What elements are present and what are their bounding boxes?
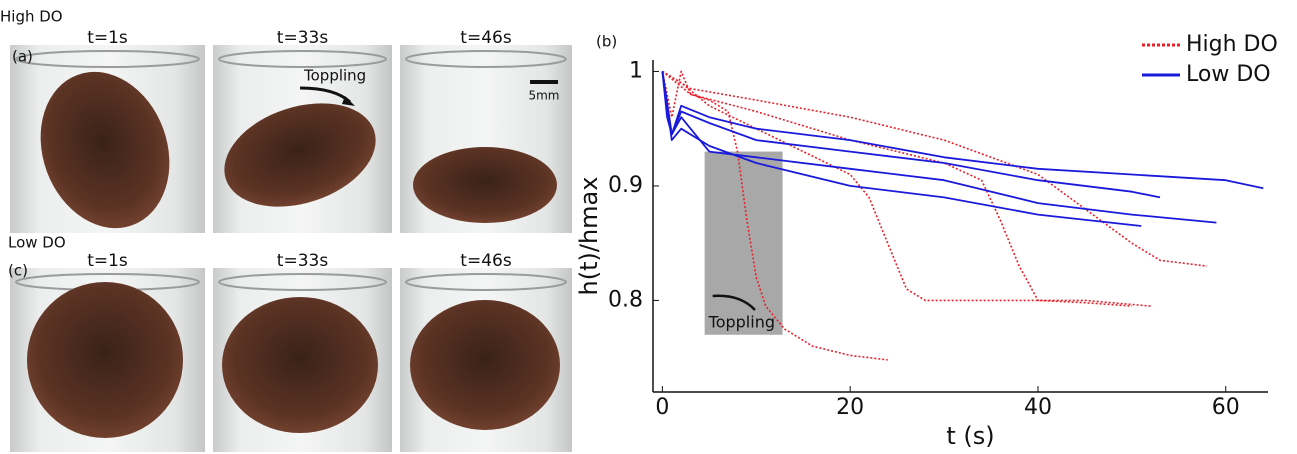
- chart: (b) Toppling 0 20 40 60 0.8 0.9 1 t (s) h(t)/hmax H…: [575, 32, 1278, 450]
- x-tick-label: 40: [1024, 395, 1052, 420]
- data-line: [661, 71, 1142, 227]
- time-label: t=1s: [87, 251, 128, 271]
- jar-rim: [15, 50, 200, 68]
- annotation: Toppling: [303, 67, 366, 85]
- data-line: [661, 71, 1161, 199]
- shaded-region: [704, 151, 783, 335]
- data-line: [661, 70, 888, 361]
- panel-label: (c): [8, 262, 28, 280]
- group-label: High DO: [0, 8, 63, 26]
- worm-blob: [27, 282, 183, 438]
- time-label: t=33s: [277, 251, 329, 271]
- x-tick-label: 20: [836, 395, 864, 420]
- data-line: [661, 70, 1208, 267]
- y-tick-label: 0.8: [608, 287, 643, 312]
- worm-blob: [224, 103, 376, 207]
- worm-blob: [410, 300, 560, 430]
- legend-label: High DO: [1186, 32, 1278, 57]
- y-tick-label: 1: [629, 58, 643, 83]
- y-axis-label: h(t)/hmax: [575, 177, 603, 296]
- worm-blob: [413, 147, 557, 223]
- photo-panels: t=1s t=33s t=46s t=1s t=33s t=46s: [10, 28, 572, 452]
- arrow-head: [342, 96, 355, 106]
- time-label: t=33s: [277, 28, 329, 48]
- time-label: t=1s: [87, 28, 128, 48]
- data-line: [661, 71, 1217, 224]
- jar-rim: [405, 273, 567, 291]
- time-label: t=46s: [460, 28, 512, 48]
- time-label: t=46s: [460, 251, 512, 271]
- jar-rim: [218, 50, 387, 68]
- jar-rim: [218, 273, 387, 291]
- legend-label: Low DO: [1186, 62, 1271, 87]
- jar-rim: [405, 50, 567, 68]
- annotation: Toppling: [708, 312, 775, 331]
- x-tick-label: 0: [655, 395, 669, 420]
- worm-blob: [40, 71, 170, 229]
- data-line: [661, 70, 1151, 307]
- annotation-arrow: [712, 294, 756, 311]
- panel-label: (a): [12, 48, 33, 66]
- group-label: Low DO: [8, 234, 66, 252]
- panel-label: (b): [596, 33, 617, 51]
- x-axis-label: t (s): [946, 422, 994, 450]
- x-tick-label: 60: [1212, 395, 1240, 420]
- scale-label: 5mm: [528, 89, 559, 103]
- worm-blob: [222, 297, 378, 433]
- y-tick-label: 0.9: [608, 173, 643, 198]
